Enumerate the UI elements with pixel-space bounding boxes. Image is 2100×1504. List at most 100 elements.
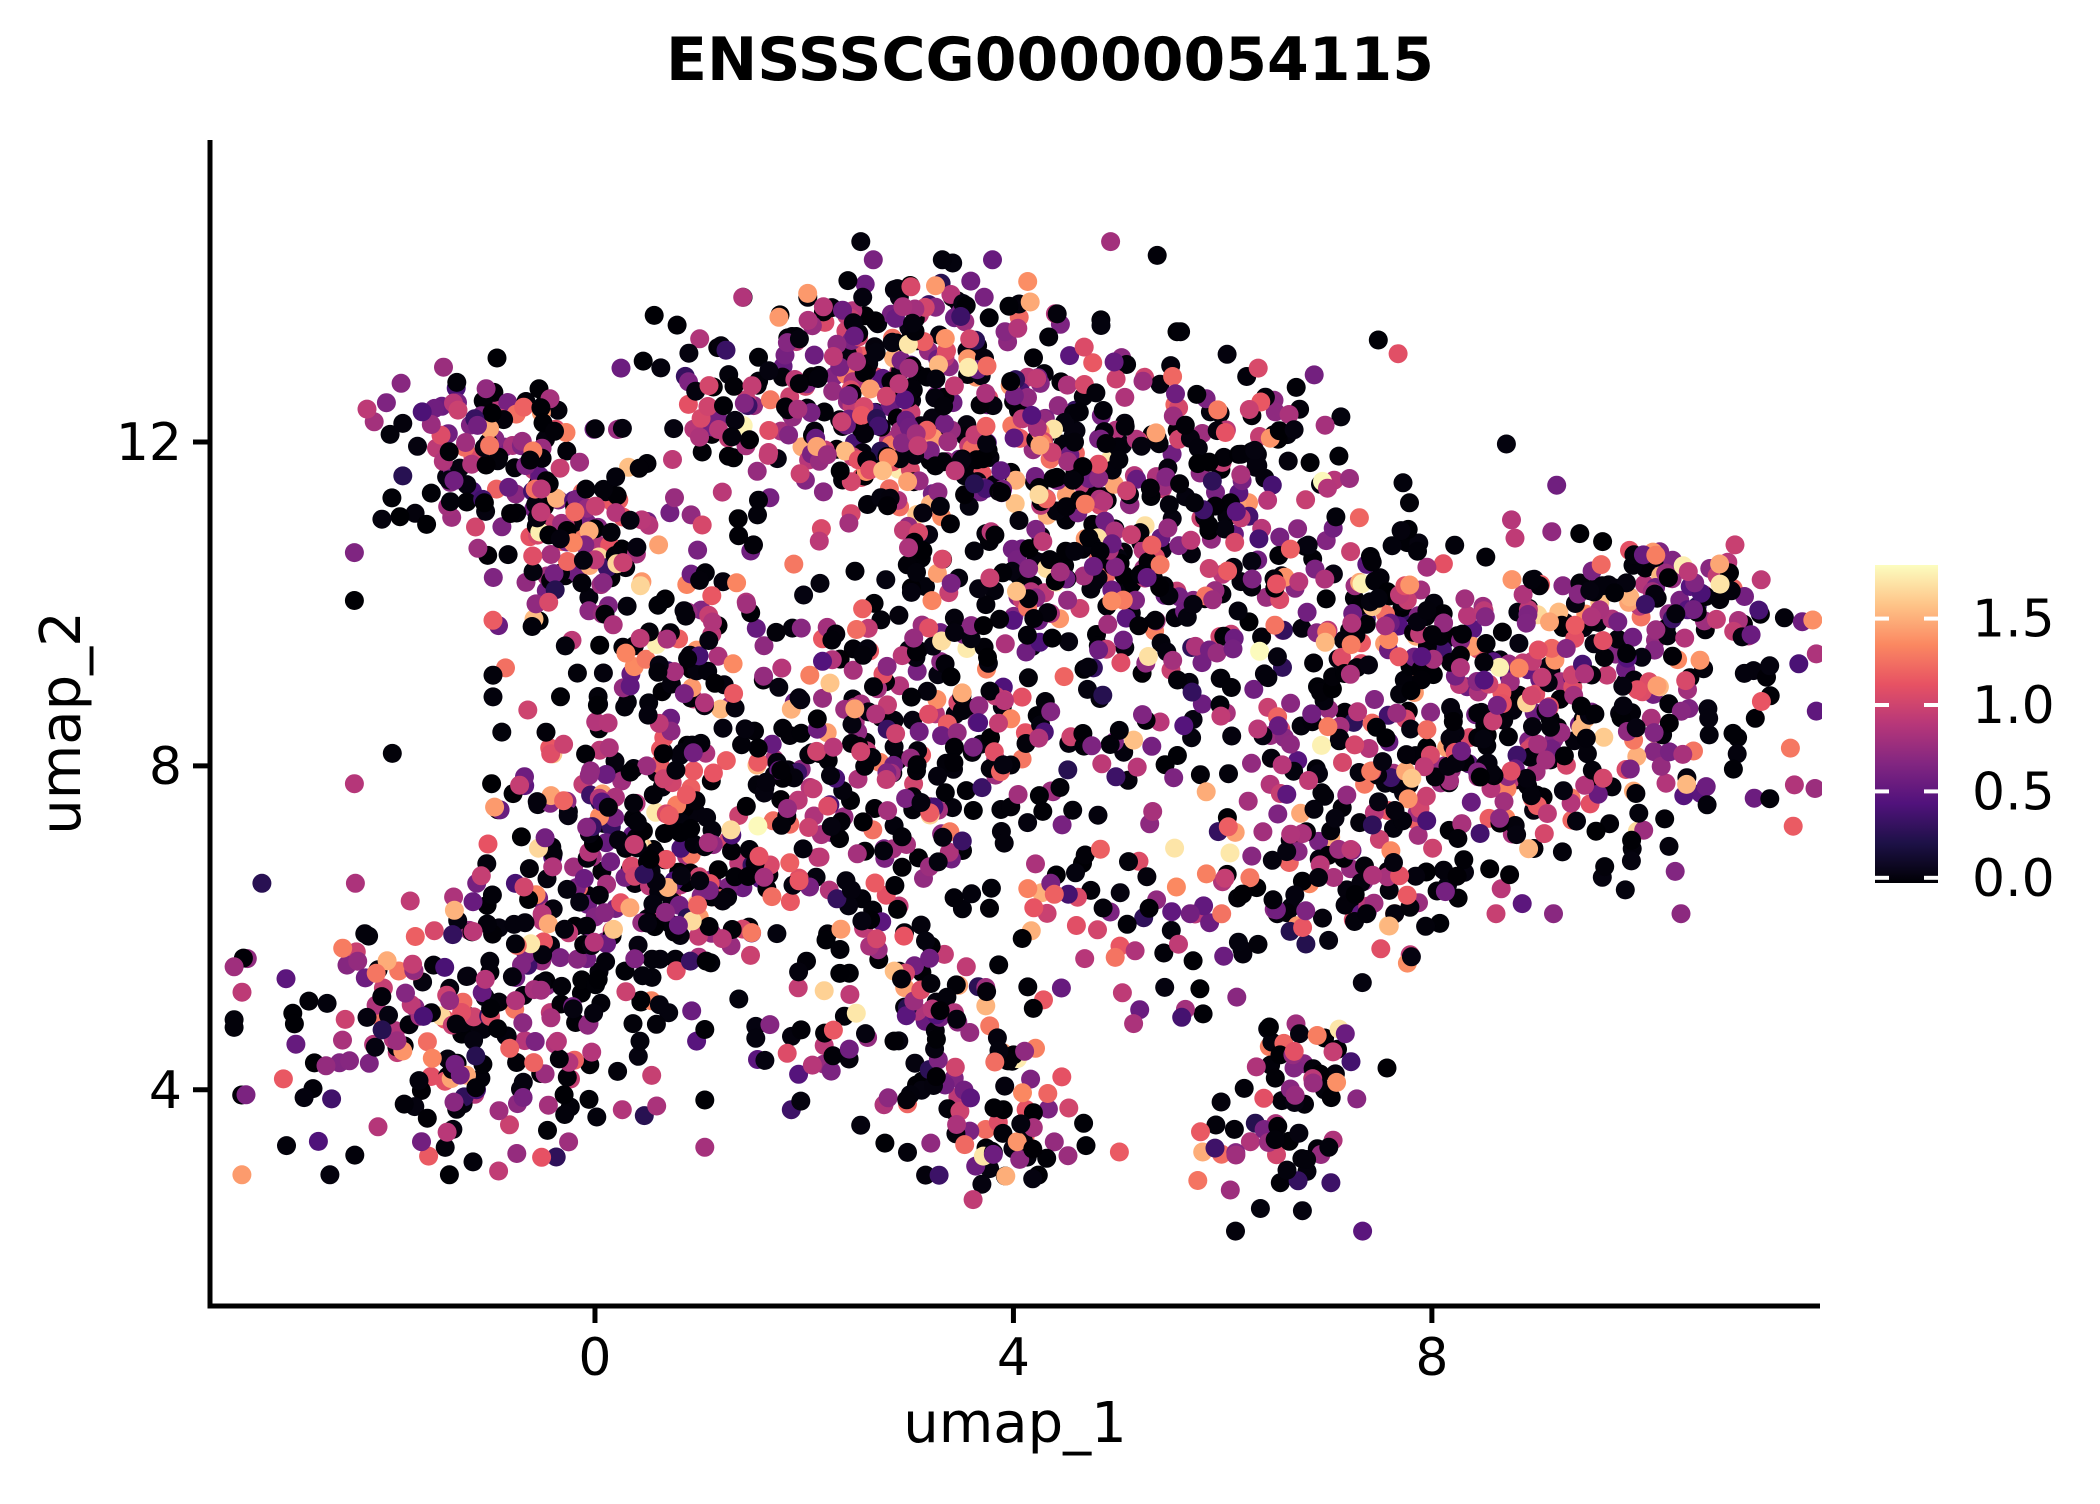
data-point bbox=[1621, 851, 1641, 871]
data-point bbox=[489, 1161, 509, 1181]
data-point bbox=[1044, 1132, 1064, 1152]
data-point bbox=[1806, 644, 1822, 664]
data-point bbox=[676, 785, 696, 805]
data-point bbox=[1632, 647, 1652, 667]
data-point bbox=[1760, 656, 1780, 676]
data-point bbox=[424, 921, 444, 941]
data-point bbox=[1224, 1119, 1244, 1139]
data-point bbox=[1617, 644, 1637, 663]
data-point bbox=[613, 553, 633, 573]
data-point bbox=[958, 357, 978, 377]
data-point bbox=[555, 919, 574, 939]
data-point bbox=[1162, 902, 1182, 922]
data-point bbox=[851, 1115, 871, 1135]
data-point bbox=[894, 926, 914, 946]
data-point bbox=[394, 1094, 414, 1114]
data-point bbox=[443, 925, 463, 945]
data-point bbox=[1417, 601, 1437, 620]
data-point bbox=[1154, 943, 1174, 963]
data-point bbox=[1414, 757, 1434, 777]
data-point bbox=[1011, 1114, 1031, 1134]
data-point bbox=[601, 852, 621, 872]
data-point bbox=[974, 287, 994, 307]
data-point bbox=[558, 806, 578, 826]
data-point bbox=[1065, 432, 1084, 452]
data-point bbox=[989, 713, 1008, 733]
data-point bbox=[538, 1095, 558, 1115]
data-point bbox=[1298, 535, 1318, 555]
data-point bbox=[1498, 727, 1518, 747]
data-point bbox=[1137, 568, 1157, 587]
data-point bbox=[1528, 734, 1548, 754]
data-point bbox=[1018, 272, 1038, 291]
data-point bbox=[1088, 920, 1107, 940]
data-point bbox=[876, 386, 896, 406]
data-point bbox=[624, 835, 644, 854]
data-point bbox=[554, 734, 574, 754]
data-point bbox=[1780, 738, 1800, 758]
data-point bbox=[791, 618, 811, 638]
data-point bbox=[1774, 608, 1794, 628]
data-point bbox=[830, 963, 850, 983]
data-point bbox=[777, 1043, 797, 1063]
data-point bbox=[1406, 866, 1426, 886]
data-point bbox=[1312, 735, 1331, 755]
data-point bbox=[555, 636, 575, 656]
data-point bbox=[1789, 654, 1809, 674]
data-point bbox=[839, 1039, 859, 1059]
data-point bbox=[1075, 494, 1095, 514]
data-point bbox=[1102, 591, 1122, 611]
data-point bbox=[536, 722, 556, 742]
data-point bbox=[554, 791, 574, 811]
data-point bbox=[1199, 559, 1219, 578]
data-point bbox=[1267, 647, 1287, 667]
data-point bbox=[408, 436, 427, 456]
data-point bbox=[513, 1072, 533, 1092]
data-point bbox=[544, 564, 564, 584]
data-point bbox=[714, 396, 733, 416]
data-point bbox=[1100, 735, 1120, 754]
data-point bbox=[1051, 978, 1071, 998]
data-point bbox=[1646, 620, 1666, 640]
data-point bbox=[961, 1088, 980, 1108]
data-point bbox=[439, 442, 459, 462]
data-point bbox=[482, 774, 502, 794]
data-point bbox=[638, 913, 657, 933]
data-point bbox=[640, 849, 660, 869]
data-point bbox=[1182, 682, 1202, 702]
data-point bbox=[904, 628, 924, 648]
data-point bbox=[1240, 868, 1260, 888]
data-point bbox=[754, 666, 774, 686]
x-axis-label: umap_1 bbox=[903, 1391, 1127, 1456]
data-point bbox=[984, 1098, 1004, 1118]
data-point bbox=[393, 466, 413, 486]
data-point bbox=[688, 895, 708, 915]
data-point bbox=[559, 1132, 579, 1152]
data-point bbox=[1252, 627, 1272, 647]
data-point bbox=[1452, 814, 1472, 834]
data-point bbox=[1749, 600, 1769, 620]
data-point bbox=[823, 381, 843, 401]
data-point bbox=[1155, 977, 1175, 997]
data-point bbox=[1341, 1052, 1361, 1072]
data-point bbox=[1220, 843, 1240, 863]
data-point bbox=[1626, 784, 1646, 803]
data-point bbox=[1553, 576, 1573, 596]
data-point bbox=[446, 1014, 466, 1034]
data-point bbox=[656, 902, 675, 922]
data-point bbox=[1658, 568, 1678, 588]
data-point bbox=[855, 756, 875, 776]
data-point bbox=[1190, 765, 1210, 785]
data-point bbox=[1254, 1088, 1274, 1108]
data-point bbox=[674, 684, 694, 704]
data-point bbox=[1017, 625, 1037, 645]
data-point bbox=[630, 628, 650, 648]
data-point bbox=[468, 415, 487, 435]
data-point bbox=[1143, 802, 1163, 821]
data-point bbox=[1133, 371, 1153, 391]
data-point bbox=[1784, 775, 1804, 795]
data-point bbox=[1016, 642, 1036, 662]
data-point bbox=[798, 283, 818, 303]
data-point bbox=[1196, 864, 1216, 884]
data-point bbox=[1483, 711, 1503, 731]
